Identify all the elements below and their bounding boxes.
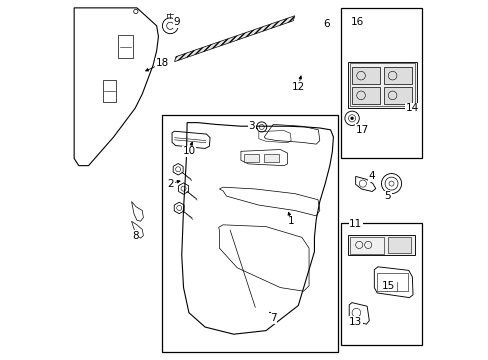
Text: 18: 18 (155, 58, 168, 68)
Bar (376, 273, 407, 291)
Bar (383, 67, 411, 84)
Bar (264, 154, 278, 162)
Bar (351, 67, 379, 84)
Text: 4: 4 (368, 171, 374, 181)
Bar (348, 234, 414, 255)
Bar (162, 116, 337, 352)
Text: 3: 3 (248, 121, 254, 131)
Text: 1: 1 (287, 216, 294, 226)
Text: 16: 16 (350, 17, 364, 27)
Text: 7: 7 (269, 313, 276, 323)
Bar (349, 237, 384, 254)
Text: 9: 9 (173, 17, 179, 27)
Circle shape (350, 117, 353, 120)
Bar (118, 35, 132, 58)
Bar (383, 87, 411, 104)
Bar (244, 154, 258, 162)
Bar (348, 62, 416, 108)
Bar (349, 63, 414, 107)
Polygon shape (174, 16, 294, 62)
Text: 10: 10 (182, 146, 195, 156)
Text: 12: 12 (291, 82, 305, 92)
Bar (341, 8, 421, 158)
Bar (341, 223, 421, 345)
Text: 17: 17 (355, 125, 368, 135)
Text: 15: 15 (381, 281, 394, 291)
Text: 13: 13 (348, 317, 362, 327)
Text: 6: 6 (323, 19, 329, 29)
Text: 11: 11 (348, 219, 362, 229)
Text: 14: 14 (405, 103, 418, 113)
Bar (351, 87, 379, 104)
Text: 5: 5 (384, 191, 390, 201)
Bar (102, 80, 116, 102)
Text: 2: 2 (167, 179, 174, 189)
Text: 8: 8 (132, 231, 138, 240)
Bar (387, 237, 410, 253)
